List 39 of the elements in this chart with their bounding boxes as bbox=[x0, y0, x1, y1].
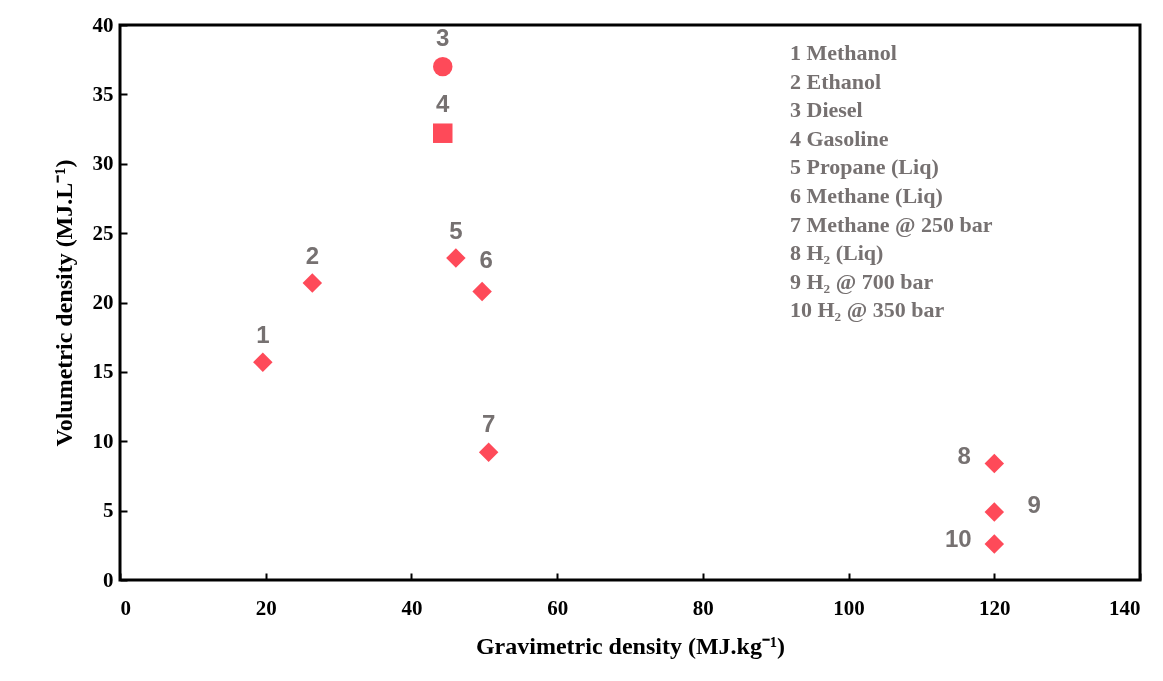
y-tick-label: 25 bbox=[92, 220, 114, 245]
y-tick-label: 20 bbox=[92, 290, 114, 314]
annotation: 5 Propane (Liq) bbox=[790, 154, 939, 180]
y-axis-title: Volumetric density (MJ.L⁻¹) bbox=[50, 159, 77, 447]
annotation: 3 Diesel bbox=[790, 97, 863, 123]
y-tick-label: 15 bbox=[92, 359, 114, 384]
annotation: 2 bbox=[305, 242, 320, 270]
annotation: 8 H₂ (Liq) bbox=[790, 240, 884, 266]
annotation: 4 bbox=[436, 90, 451, 118]
y-tick-label: 30 bbox=[92, 151, 114, 176]
y-tick-label: 35 bbox=[92, 81, 114, 106]
annotation: 6 Methane (Liq) bbox=[790, 183, 943, 208]
y-tick-label: 5 bbox=[103, 498, 114, 523]
annotation: 1 bbox=[256, 321, 270, 349]
x-tick-label: 80 bbox=[692, 595, 714, 620]
annotation: 3 bbox=[436, 23, 450, 51]
x-tick-label: 20 bbox=[255, 595, 277, 620]
annotation: 5 bbox=[449, 217, 463, 245]
annotation: 4 Gasoline bbox=[790, 125, 889, 151]
x-tick-label: 0 bbox=[120, 595, 131, 620]
y-tick-label: 10 bbox=[92, 428, 114, 453]
y-tick-label: 0 bbox=[103, 567, 114, 592]
x-tick-label: 120 bbox=[979, 595, 1011, 620]
annotation: 9 H₂ @ 700 bar bbox=[790, 268, 934, 294]
x-tick-label: 40 bbox=[401, 595, 423, 620]
annotation: 2 Ethanol bbox=[790, 68, 882, 94]
x-tick-label: 140 bbox=[1109, 595, 1141, 620]
annotation: 7 bbox=[481, 410, 496, 438]
annotation: 10 bbox=[944, 524, 972, 552]
annotation: 1 Methanol bbox=[790, 40, 897, 65]
x-tick-label: 60 bbox=[547, 595, 569, 620]
annotation: 9 bbox=[1027, 491, 1041, 519]
y-tick-label: 40 bbox=[92, 12, 114, 37]
x-axis-title: Gravimetric density (MJ.kg⁻¹) bbox=[475, 632, 786, 659]
annotation: 6 bbox=[479, 246, 493, 274]
annotation: 8 bbox=[957, 442, 971, 470]
annotation: 7 Methane @ 250 bar bbox=[790, 211, 993, 237]
x-tick-label: 100 bbox=[833, 595, 865, 620]
annotation: 10 H₂ @ 350 bar bbox=[790, 297, 945, 323]
